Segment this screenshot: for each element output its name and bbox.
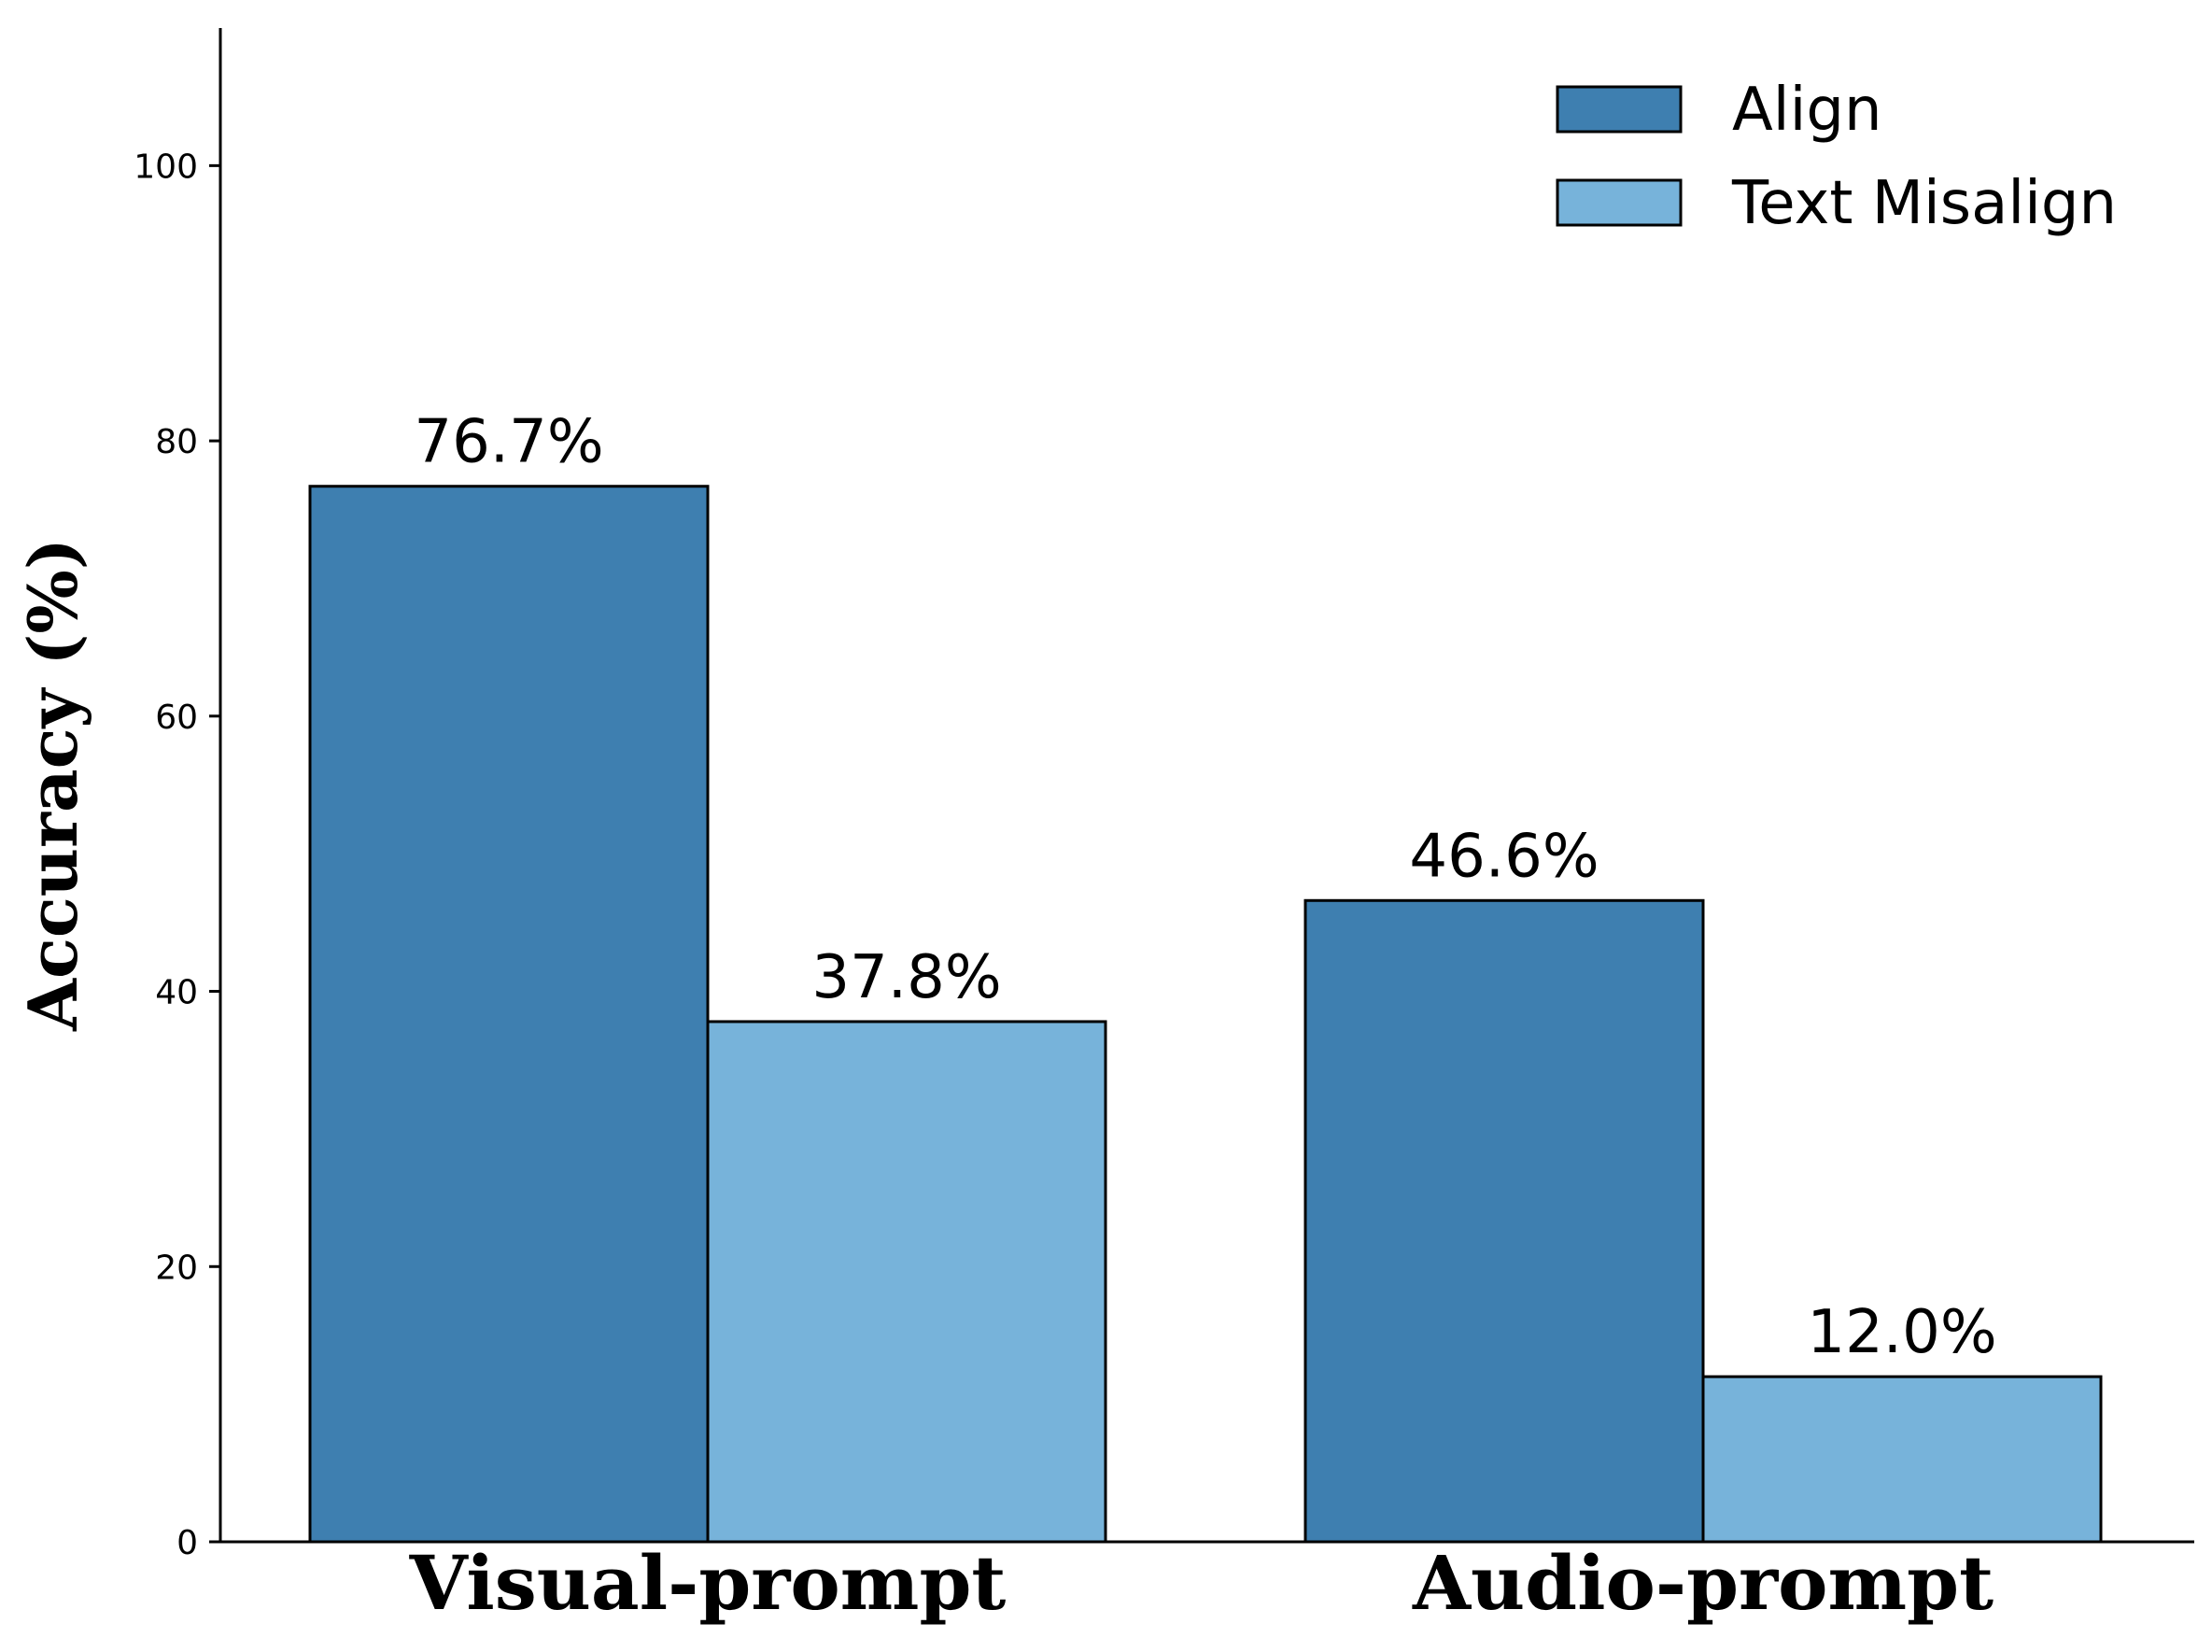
y-tick-label: 60 (155, 699, 198, 737)
y-axis-label: Accuracy (%) (13, 538, 92, 1032)
legend-swatch (1556, 178, 1683, 227)
y-tick-label: 20 (155, 1249, 198, 1287)
data-label: 37.8% (811, 943, 1001, 1012)
data-label: 46.6% (1409, 822, 1599, 891)
y-ticks: 0 20 40 60 80 100 (134, 148, 220, 1562)
legend: Align Text Misalign (1556, 76, 2117, 238)
data-labels-layer: 76.7% 37.8% 46.6% 12.0% (414, 408, 1996, 1367)
bars-layer (308, 485, 2103, 1544)
x-category-label: Visual-prompt (409, 1539, 1007, 1627)
y-tick-label: 40 (155, 974, 198, 1012)
bar-text-misalign-visual-prompt (706, 1020, 1107, 1544)
axes-layer (218, 28, 2194, 1544)
data-label: 76.7% (414, 408, 603, 477)
legend-label: Align (1732, 76, 1882, 145)
legend-swatch (1556, 85, 1683, 134)
data-label: 12.0% (1807, 1298, 1996, 1367)
bar-text-misalign-audio-prompt (1701, 1375, 2103, 1544)
y-tick-label: 100 (134, 148, 198, 186)
x-category-label: Audio-prompt (1412, 1539, 1994, 1627)
y-tick-label: 0 (176, 1524, 198, 1562)
y-tick-label: 80 (155, 423, 198, 461)
legend-label: Text Misalign (1731, 169, 2117, 238)
bar-align-visual-prompt (308, 485, 710, 1544)
bar-align-audio-prompt (1303, 898, 1705, 1544)
category-labels: Visual-prompt Audio-prompt (409, 1539, 1994, 1627)
